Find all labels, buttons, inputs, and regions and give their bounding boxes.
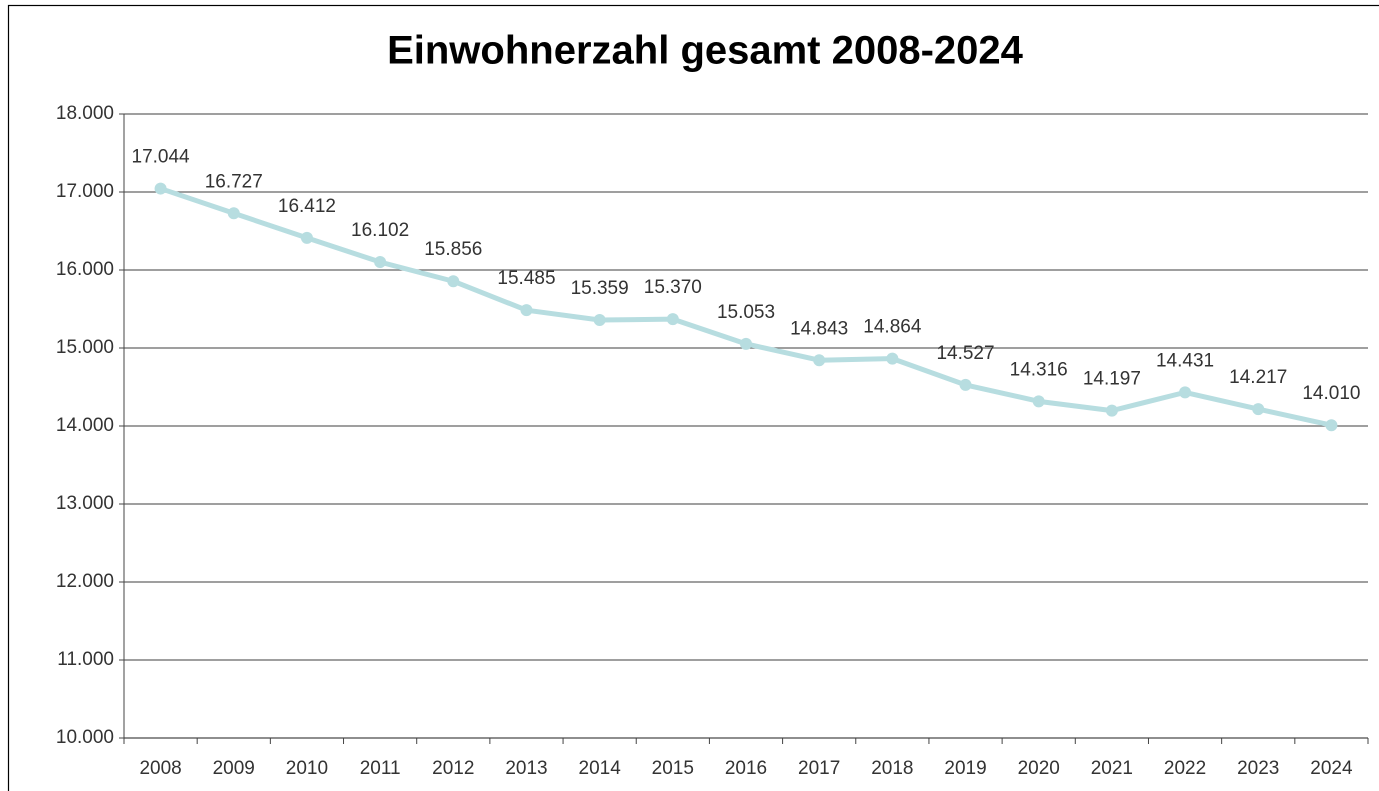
y-tick-label: 10.000 <box>56 727 114 748</box>
data-point <box>959 378 972 391</box>
x-tick-label: 2022 <box>1164 758 1206 779</box>
data-label: 15.485 <box>497 268 555 289</box>
y-tick-label: 11.000 <box>57 649 114 670</box>
x-tick-label: 2021 <box>1091 758 1133 779</box>
data-label: 14.864 <box>863 317 922 338</box>
data-label: 14.010 <box>1302 383 1360 404</box>
x-tick-label: 2018 <box>871 758 913 779</box>
data-label: 14.316 <box>1010 359 1068 380</box>
x-tick-label: 2019 <box>944 758 986 779</box>
data-label: 16.412 <box>278 196 336 217</box>
y-tick-label: 18.000 <box>56 103 114 124</box>
y-tick-label: 12.000 <box>56 571 114 592</box>
x-tick-label: 2010 <box>286 758 328 779</box>
y-tick-label: 17.000 <box>56 181 114 202</box>
data-label: 14.197 <box>1083 369 1141 390</box>
x-tick-label: 2009 <box>213 758 255 779</box>
x-tick-label: 2015 <box>652 758 694 779</box>
data-label: 15.053 <box>717 302 775 323</box>
data-label: 14.431 <box>1156 350 1214 371</box>
chart-frame <box>7 4 1379 791</box>
y-tick-label: 14.000 <box>56 415 114 436</box>
data-label: 14.843 <box>790 318 848 339</box>
data-point <box>593 313 606 326</box>
y-tick-label: 13.000 <box>56 493 114 514</box>
data-label: 15.370 <box>644 277 702 298</box>
data-point <box>374 256 387 269</box>
data-point <box>520 304 533 317</box>
data-point <box>1325 419 1338 432</box>
data-point <box>813 354 826 367</box>
data-point <box>1252 403 1265 416</box>
y-tick-label: 16.000 <box>56 259 114 280</box>
y-tick-label: 15.000 <box>56 337 114 358</box>
data-point <box>447 275 460 288</box>
x-tick-label: 2024 <box>1310 758 1353 779</box>
x-tick-label: 2011 <box>360 758 401 779</box>
data-point <box>227 207 240 220</box>
data-label: 16.102 <box>351 220 409 241</box>
data-point <box>300 231 313 244</box>
x-tick-label: 2017 <box>798 758 840 779</box>
x-tick-label: 2012 <box>432 758 474 779</box>
data-label: 16.727 <box>205 171 263 192</box>
x-tick-label: 2023 <box>1237 758 1279 779</box>
data-label: 14.527 <box>936 343 994 364</box>
data-point <box>1105 404 1118 417</box>
data-point <box>740 337 752 350</box>
chart-title: Einwohnerzahl gesamt 2008-2024 <box>387 29 1024 73</box>
data-point <box>154 182 167 195</box>
data-label: 14.217 <box>1229 367 1287 388</box>
x-tick-label: 2016 <box>725 758 767 779</box>
x-tick-label: 2020 <box>1018 758 1060 779</box>
data-point <box>886 352 899 365</box>
data-point <box>1179 386 1192 399</box>
x-tick-label: 2008 <box>139 758 181 779</box>
x-tick-label: 2014 <box>579 758 622 779</box>
data-label: 17.044 <box>132 147 191 168</box>
x-tick-label: 2013 <box>505 758 547 779</box>
data-label: 15.359 <box>571 278 629 299</box>
data-point <box>1032 395 1045 408</box>
data-label: 15.856 <box>424 239 482 260</box>
data-point <box>666 313 679 326</box>
